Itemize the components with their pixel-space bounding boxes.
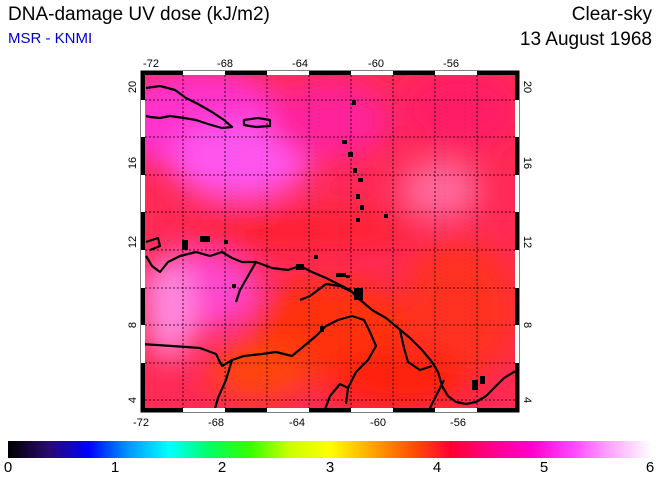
colorbar-label: 6 <box>645 459 655 476</box>
lat-tick-right: 8 <box>521 322 533 328</box>
colorbar-label: 3 <box>325 459 335 476</box>
uv-dose-map: -72 -68 -64 -60 -56 -72 -68 -64 -60 -56 … <box>127 58 533 429</box>
lon-tick-bottom: -64 <box>289 417 305 429</box>
colorbar <box>8 441 652 458</box>
islands <box>182 100 485 390</box>
frame-ticks-white <box>141 71 519 412</box>
colorbar-label: 5 <box>539 459 549 476</box>
lat-tick-left: 12 <box>127 236 139 248</box>
lon-tick-top: -60 <box>368 58 384 70</box>
frame-ticks <box>141 71 519 412</box>
colorbar-label: 1 <box>110 459 120 476</box>
date-label: 13 August 1968 <box>519 29 652 50</box>
lat-tick-right: 20 <box>521 81 533 93</box>
lat-tick-left: 8 <box>127 322 139 328</box>
lon-tick-top: -68 <box>217 58 233 70</box>
lon-tick-top: -56 <box>443 58 459 70</box>
lon-tick-bottom: -60 <box>370 417 386 429</box>
lat-tick-left: 20 <box>127 81 139 93</box>
lat-tick-right: 4 <box>521 397 533 403</box>
source-label: MSR - KNMI <box>8 30 93 47</box>
lon-tick-bottom: -56 <box>450 417 466 429</box>
lon-tick-top: -64 <box>292 58 308 70</box>
colorbar-label: 2 <box>217 459 227 476</box>
colorbar-label: 0 <box>3 459 13 476</box>
map-title: DNA-damage UV dose (kJ/m2) <box>8 4 270 25</box>
lon-tick-bottom: -72 <box>133 417 149 429</box>
uv-field <box>141 71 519 412</box>
lat-tick-left: 4 <box>127 397 139 403</box>
lat-tick-right: 16 <box>521 157 533 169</box>
sky-condition-label: Clear-sky <box>571 4 652 25</box>
lat-tick-right: 12 <box>521 236 533 248</box>
colorbar-label: 4 <box>432 459 442 476</box>
lat-tick-left: 16 <box>127 157 139 169</box>
lon-tick-top: -72 <box>143 58 159 70</box>
lon-tick-bottom: -68 <box>208 417 224 429</box>
